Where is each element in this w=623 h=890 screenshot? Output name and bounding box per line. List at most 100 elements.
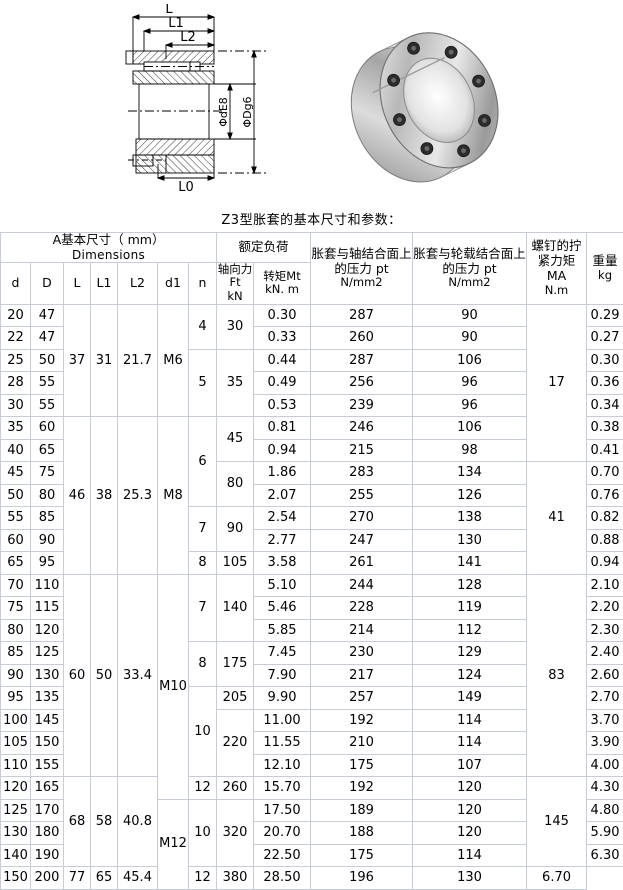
cell-weight: 0.76 bbox=[587, 484, 623, 507]
cell-torque: 20.70 bbox=[254, 822, 311, 845]
cell-n: 10 bbox=[189, 799, 217, 867]
cell-axial-force: 35 bbox=[217, 349, 254, 417]
cell-d: 28 bbox=[1, 372, 31, 395]
cell-shaft-pressure: 188 bbox=[311, 822, 413, 845]
cell-d: 75 bbox=[1, 597, 31, 620]
cell-weight: 0.70 bbox=[587, 462, 623, 485]
cell-weight: 4.80 bbox=[587, 799, 623, 822]
cell-torque: 5.85 bbox=[254, 619, 311, 642]
cell-d: 20 bbox=[1, 304, 31, 327]
cell-torque: 7.45 bbox=[254, 642, 311, 665]
cell-d: 55 bbox=[1, 507, 31, 530]
cell-D: 50 bbox=[31, 349, 64, 372]
cell-D: 150 bbox=[31, 732, 64, 755]
cell-d: 100 bbox=[1, 709, 31, 732]
cell-L: 68 bbox=[64, 777, 91, 867]
cell-hub-pressure: 119 bbox=[413, 597, 527, 620]
table-header: A基本尺寸（ mm） Dimensions 额定负荷 胀套与轴结合面上的压力 p… bbox=[1, 233, 623, 305]
cell-shaft-pressure: 247 bbox=[311, 529, 413, 552]
cell-shaft-pressure: 214 bbox=[311, 619, 413, 642]
cell-shaft-pressure: 239 bbox=[311, 394, 413, 417]
cell-weight: 3.90 bbox=[587, 732, 623, 755]
cell-axial-force: 380 bbox=[217, 867, 254, 890]
col-n: n bbox=[189, 262, 217, 304]
cell-shaft-pressure: 217 bbox=[311, 664, 413, 687]
group-dimensions-cn: A基本尺寸（ mm） bbox=[1, 233, 216, 248]
cell-weight: 6.30 bbox=[587, 844, 623, 867]
cell-shaft-pressure: 175 bbox=[311, 844, 413, 867]
cell-torque: 0.49 bbox=[254, 372, 311, 395]
cell-hub-pressure: 98 bbox=[413, 439, 527, 462]
cell-torque: 9.90 bbox=[254, 687, 311, 710]
cell-hub-pressure: 124 bbox=[413, 664, 527, 687]
dim-label-L2: L2 bbox=[180, 30, 196, 45]
cell-n: 7 bbox=[189, 574, 217, 642]
cell-D: 165 bbox=[31, 777, 64, 800]
group-screw-torque-unit: N.m bbox=[527, 284, 586, 298]
cell-screw-torque: 83 bbox=[527, 574, 587, 777]
cell-D: 190 bbox=[31, 844, 64, 867]
cell-hub-pressure: 106 bbox=[413, 349, 527, 372]
cell-d1: M12 bbox=[158, 799, 189, 889]
cell-shaft-pressure: 215 bbox=[311, 439, 413, 462]
cell-shaft-pressure: 230 bbox=[311, 642, 413, 665]
cell-shaft-pressure: 287 bbox=[311, 349, 413, 372]
figures-area: L L1 L2 L0 ΦdE8 ΦDg6 bbox=[0, 0, 623, 200]
cross-section-drawing: L L1 L2 L0 ΦdE8 ΦDg6 bbox=[106, 4, 286, 196]
cell-n: 4 bbox=[189, 304, 217, 349]
cell-D: 60 bbox=[31, 417, 64, 440]
cell-weight: 0.38 bbox=[587, 417, 623, 440]
cell-shaft-pressure: 257 bbox=[311, 687, 413, 710]
group-screw-torque: 螺钉的拧紧力矩 MA N.m bbox=[527, 233, 587, 305]
cell-hub-pressure: 130 bbox=[413, 867, 527, 890]
cell-axial-force: 80 bbox=[217, 462, 254, 507]
cell-d: 45 bbox=[1, 462, 31, 485]
cell-shaft-pressure: 270 bbox=[311, 507, 413, 530]
cell-axial-force: 175 bbox=[217, 642, 254, 687]
cell-shaft-pressure: 260 bbox=[311, 327, 413, 350]
cell-L2: 21.7 bbox=[118, 304, 158, 417]
cell-weight: 4.00 bbox=[587, 754, 623, 777]
cell-d: 125 bbox=[1, 799, 31, 822]
cell-d: 105 bbox=[1, 732, 31, 755]
cell-d: 95 bbox=[1, 687, 31, 710]
cell-shaft-pressure: 228 bbox=[311, 597, 413, 620]
cell-hub-pressure: 141 bbox=[413, 552, 527, 575]
cell-shaft-pressure: 189 bbox=[311, 799, 413, 822]
cell-d: 40 bbox=[1, 439, 31, 462]
cell-d: 22 bbox=[1, 327, 31, 350]
cell-hub-pressure: 128 bbox=[413, 574, 527, 597]
cell-screw-torque: 145 bbox=[527, 777, 587, 867]
col-torque-label: 转矩Mt bbox=[254, 270, 310, 284]
cell-axial-force: 320 bbox=[217, 799, 254, 867]
cell-weight: 4.30 bbox=[587, 777, 623, 800]
group-hub-pressure-label: 胀套与轮载结合面上的压力 pt bbox=[413, 247, 526, 277]
cell-shaft-pressure: 246 bbox=[311, 417, 413, 440]
group-shaft-pressure: 胀套与轴结合面上的压力 pt N/mm2 bbox=[311, 233, 413, 305]
cell-hub-pressure: 129 bbox=[413, 642, 527, 665]
cell-screw-torque: 41 bbox=[527, 462, 587, 575]
cell-shaft-pressure: 244 bbox=[311, 574, 413, 597]
cell-hub-pressure: 96 bbox=[413, 394, 527, 417]
cell-shaft-pressure: 287 bbox=[311, 304, 413, 327]
cell-d: 120 bbox=[1, 777, 31, 800]
cell-d: 130 bbox=[1, 822, 31, 845]
cell-axial-force: 220 bbox=[217, 709, 254, 777]
cell-torque: 0.33 bbox=[254, 327, 311, 350]
cell-D: 200 bbox=[31, 867, 64, 890]
group-hub-pressure-unit: N/mm2 bbox=[413, 276, 526, 290]
cell-axial-force: 140 bbox=[217, 574, 254, 642]
cell-torque: 11.55 bbox=[254, 732, 311, 755]
cell-shaft-pressure: 192 bbox=[311, 709, 413, 732]
group-weight: 重量 kg bbox=[587, 233, 623, 305]
cell-torque: 15.70 bbox=[254, 777, 311, 800]
cell-hub-pressure: 126 bbox=[413, 484, 527, 507]
cell-D: 125 bbox=[31, 642, 64, 665]
cell-n: 12 bbox=[189, 867, 217, 890]
cell-weight: 0.34 bbox=[587, 394, 623, 417]
cell-D: 65 bbox=[31, 439, 64, 462]
cell-D: 155 bbox=[31, 754, 64, 777]
